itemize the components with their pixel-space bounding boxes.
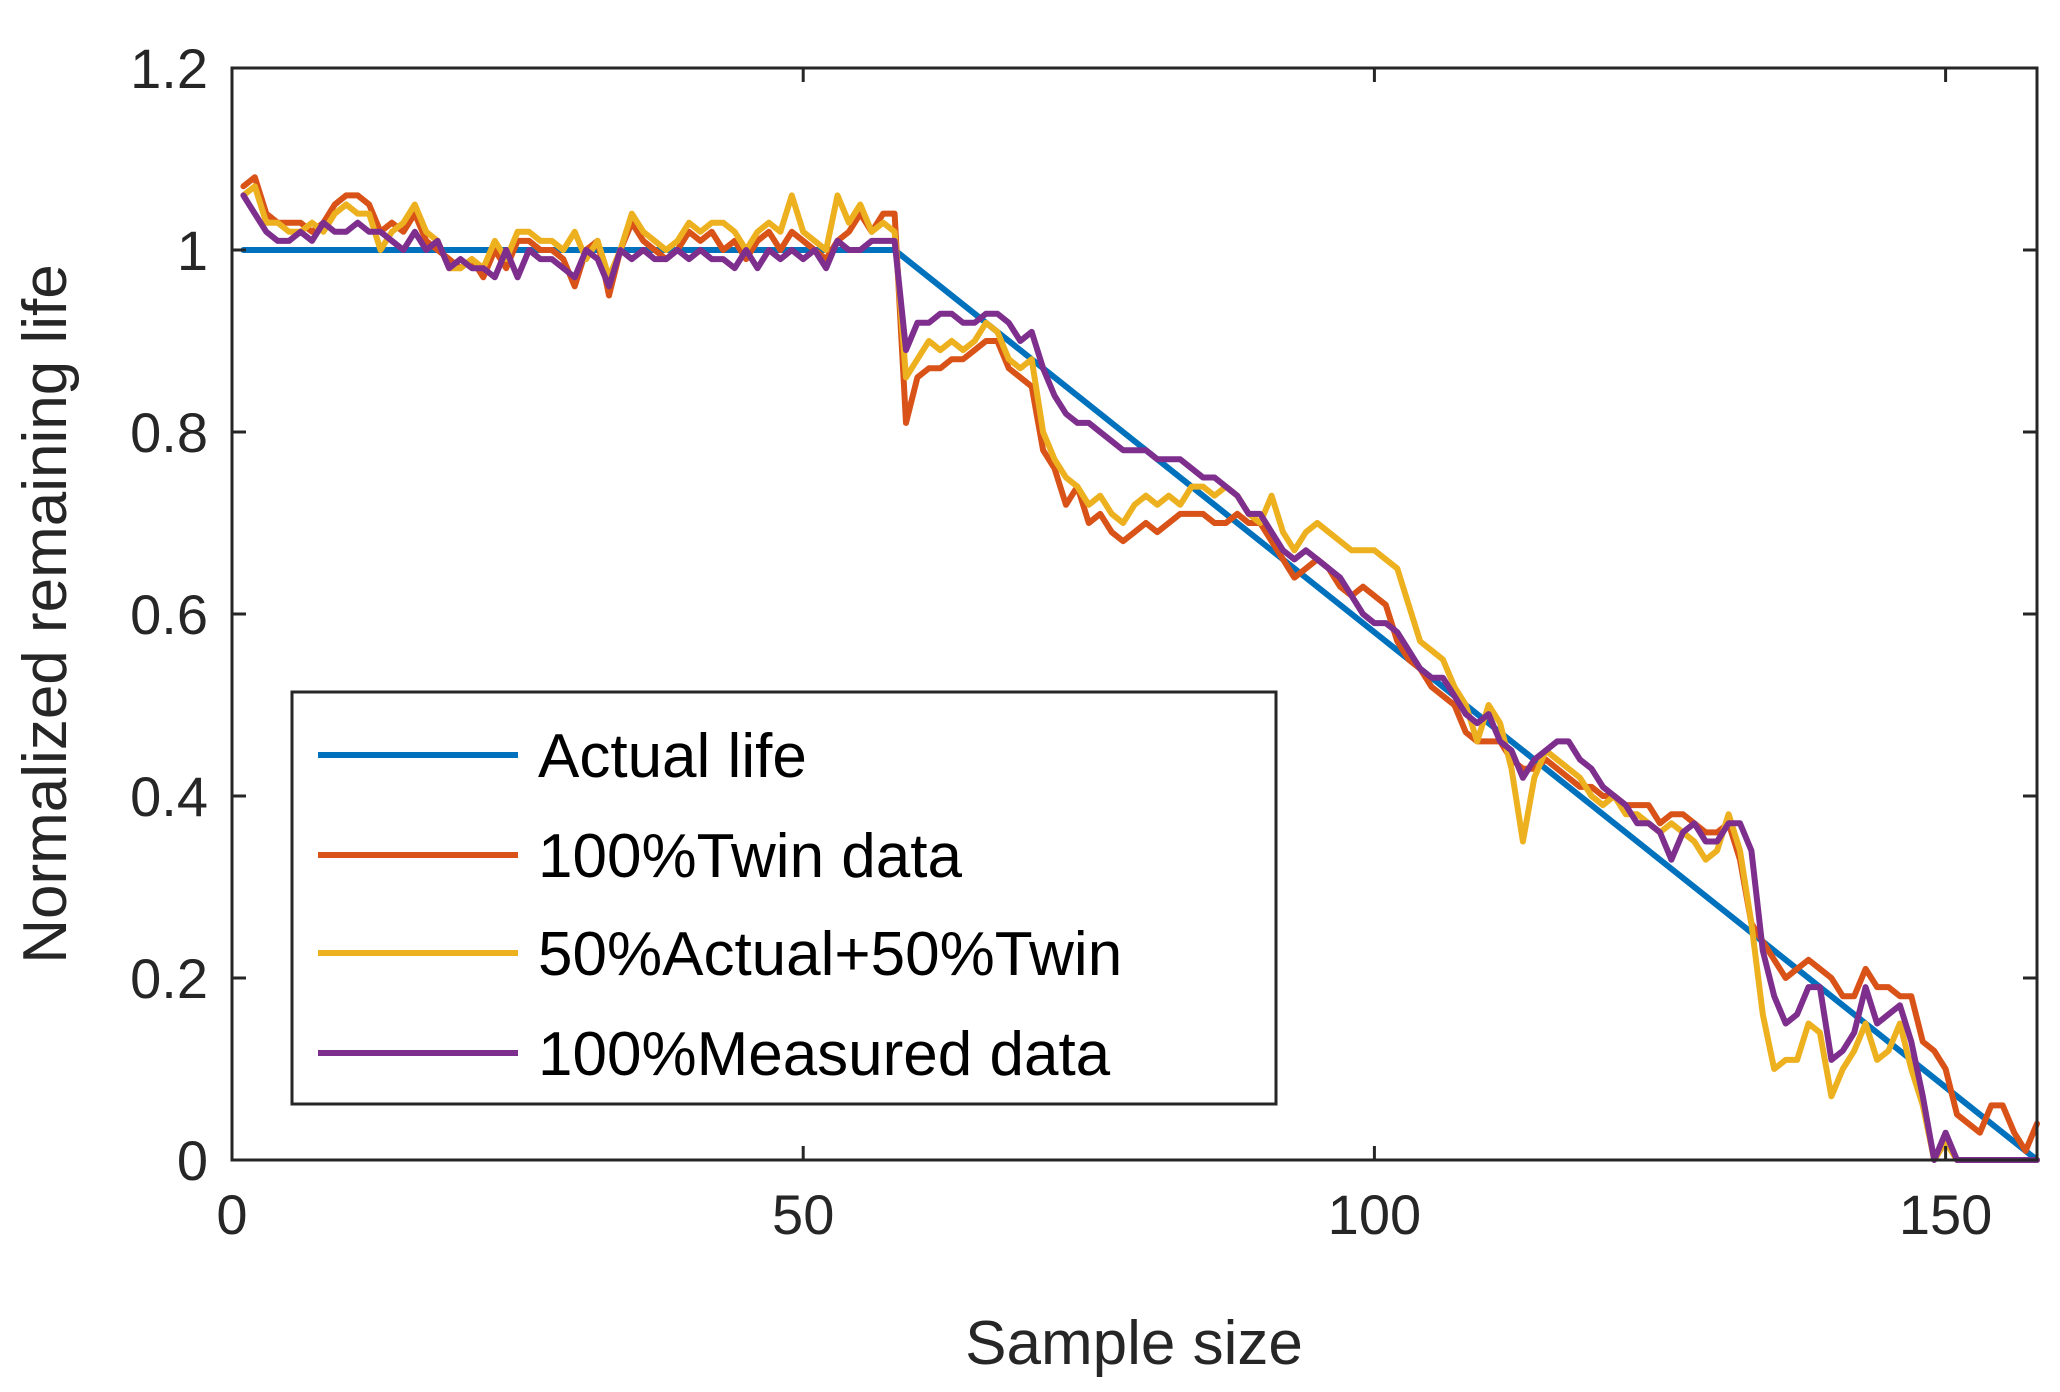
- series-line-4: [240, 192, 2040, 1163]
- x-tick-label: 100: [1328, 1183, 1421, 1246]
- series-layer: [240, 174, 2040, 1163]
- y-axis-label: Normalized remaining life: [11, 264, 80, 964]
- y-tick-label: 1.2: [130, 37, 208, 100]
- y-tick-label: 0: [177, 1129, 208, 1192]
- series-line-3: [240, 183, 2040, 1163]
- legend: Actual life 100%Twin data 50%Actual+50%Twi…: [290, 690, 1278, 1106]
- legend-box: [290, 690, 1278, 1106]
- legend-label-4: 100%Measured data: [538, 1020, 1111, 1089]
- legend-entries: Actual life 100%Twin data 50%Actual+50%Twi…: [318, 722, 1122, 1089]
- x-tick-label: 50: [772, 1183, 834, 1246]
- tick-layer: 0 50 100 150 0 0.2 0.4 0.6 0.8 1 1.2: [130, 37, 2037, 1246]
- x-axis-label: Sample size: [965, 1309, 1303, 1378]
- legend-label-2: 100%Twin data: [538, 822, 962, 891]
- y-tick-label: 0.2: [130, 947, 208, 1010]
- y-tick-label: 1: [177, 219, 208, 282]
- y-tick-label: 0.8: [130, 401, 208, 464]
- x-tick-label: 0: [216, 1183, 247, 1246]
- y-tick-label: 0.4: [130, 765, 208, 828]
- legend-label-1: Actual life: [538, 722, 807, 791]
- x-tick-label: 150: [1899, 1183, 1992, 1246]
- y-tick-label: 0.6: [130, 583, 208, 646]
- legend-label-3: 50%Actual+50%Twin: [538, 920, 1122, 989]
